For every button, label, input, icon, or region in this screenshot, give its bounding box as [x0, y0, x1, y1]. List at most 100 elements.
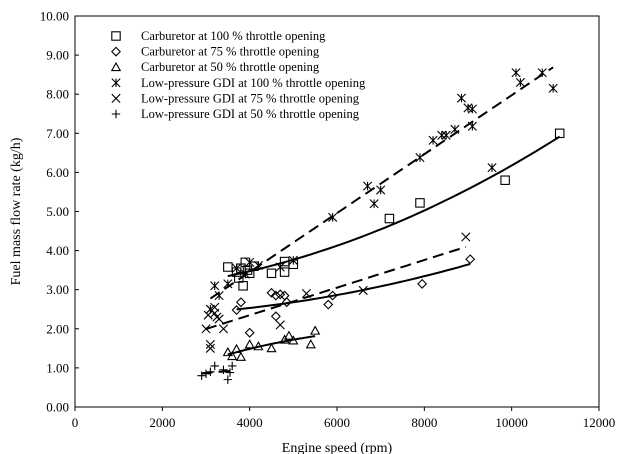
data-point-series-6	[210, 361, 219, 371]
data-point-series-6	[219, 365, 228, 375]
data-point-series-1	[238, 281, 248, 291]
y-tick-label: 4.00	[46, 243, 69, 258]
data-point-series-4	[231, 263, 242, 273]
data-point-series-4	[362, 181, 373, 191]
data-point-series-1	[279, 267, 290, 277]
y-tick-label: 2.00	[46, 321, 69, 336]
plot-frame	[74, 15, 600, 408]
data-point-series-3	[305, 339, 316, 349]
data-point-series-1	[415, 198, 425, 208]
data-markers	[197, 68, 565, 384]
data-point-series-4	[437, 130, 447, 140]
legend-label-6: Low-pressure GDI at 50 % throttle openin…	[141, 107, 360, 121]
y-tick-label: 3.00	[46, 282, 69, 297]
legend-label-3: Carburetor at 50 % throttle opening	[141, 60, 320, 74]
data-point-series-4	[441, 130, 451, 140]
data-point-series-4	[515, 77, 525, 88]
y-tick-label: 8.00	[46, 87, 69, 102]
y-tick-label: 0.00	[46, 400, 69, 415]
data-point-series-2	[327, 290, 338, 301]
data-point-series-3	[310, 325, 321, 335]
data-point-series-4	[210, 281, 220, 291]
data-point-series-1	[384, 213, 395, 224]
data-point-series-4	[240, 269, 250, 279]
data-point-series-5	[461, 232, 471, 242]
data-point-series-6	[206, 367, 215, 377]
data-point-series-4	[369, 199, 379, 209]
data-point-series-2	[244, 327, 255, 338]
y-tick-labels: 0.00 1.00 2.00 3.00 4.00 5.00 6.00 7.00 8.00 9.00…	[40, 9, 69, 415]
data-point-series-5	[205, 339, 215, 350]
x-tick-label: 0	[72, 415, 79, 430]
data-point-series-4	[511, 68, 521, 78]
data-point-series-3	[244, 339, 255, 349]
data-point-series-3	[266, 343, 277, 353]
legend-label-2: Carburetor at 75 % throttle opening	[141, 45, 320, 59]
data-point-series-2	[266, 287, 277, 298]
y-tick-label: 10.00	[40, 9, 69, 24]
legend-marker-1	[111, 31, 121, 41]
data-point-series-3	[222, 346, 233, 357]
data-point-series-5	[210, 302, 220, 312]
data-point-series-2	[231, 305, 242, 316]
x-tick-label: 6000	[324, 415, 350, 430]
data-point-series-5	[214, 314, 224, 324]
trendlines	[201, 66, 561, 375]
legend-label-5: Low-pressure GDI at 75 % throttle openin…	[141, 91, 360, 105]
data-point-series-3	[227, 350, 238, 361]
x-tick-label: 2000	[149, 415, 175, 430]
data-point-series-4	[328, 212, 338, 222]
data-point-series-3	[231, 343, 242, 354]
data-point-series-3	[283, 330, 295, 340]
legend-label-1: Carburetor at 100 % throttle opening	[141, 29, 326, 43]
trendline-series-1	[227, 135, 561, 278]
data-point-series-5	[358, 285, 368, 296]
data-point-series-4	[456, 93, 467, 103]
legend-marker-3	[110, 61, 122, 72]
data-point-series-1	[223, 262, 233, 272]
y-tick-label: 6.00	[46, 165, 69, 180]
data-point-series-5	[301, 289, 312, 299]
legend-marker-5	[111, 93, 121, 103]
trendline-series-5	[205, 245, 467, 330]
data-point-series-2	[281, 297, 292, 308]
plot-area-border	[74, 15, 600, 408]
x-tick-labels: 0 2000 4000 6000 8000 10000 12000	[72, 415, 616, 430]
data-point-series-4	[467, 104, 477, 114]
data-point-series-1	[500, 175, 510, 185]
data-point-series-2	[465, 254, 476, 265]
data-point-series-4	[223, 279, 233, 289]
legend: Carburetor at 100 % throttle opening Carb…	[110, 29, 366, 121]
data-point-series-4	[487, 163, 497, 173]
data-point-series-3	[288, 335, 299, 345]
data-point-series-4	[428, 135, 438, 145]
y-tick-label: 7.00	[46, 126, 69, 141]
data-point-series-4	[548, 83, 558, 93]
data-point-series-4	[415, 152, 425, 163]
data-point-series-4	[376, 185, 386, 195]
x-tick-label: 4000	[237, 415, 263, 430]
data-point-series-5	[275, 320, 285, 330]
data-point-series-2	[275, 289, 286, 300]
data-point-series-6	[201, 369, 211, 378]
x-axis-title: Engine speed (rpm)	[282, 441, 393, 454]
legend-label-4: Low-pressure GDI at 100 % throttle openi…	[141, 76, 366, 90]
trendline-series-2	[236, 263, 471, 311]
data-point-series-4	[214, 290, 224, 301]
data-point-series-6	[225, 368, 235, 377]
data-point-series-3	[235, 351, 247, 361]
data-point-series-5	[218, 324, 229, 334]
data-point-series-2	[270, 290, 281, 301]
trendline-series-4	[209, 66, 554, 300]
data-point-series-4	[275, 262, 285, 272]
y-tick-label: 9.00	[46, 48, 69, 63]
data-point-series-2	[235, 297, 246, 308]
data-point-series-4	[253, 260, 263, 271]
data-point-series-6	[223, 375, 233, 384]
x-tick-label: 10000	[495, 415, 528, 430]
legend-marker-2	[111, 46, 121, 57]
data-point-series-3	[253, 341, 264, 351]
y-tick-label: 5.00	[46, 204, 69, 219]
data-point-series-1	[554, 128, 565, 139]
